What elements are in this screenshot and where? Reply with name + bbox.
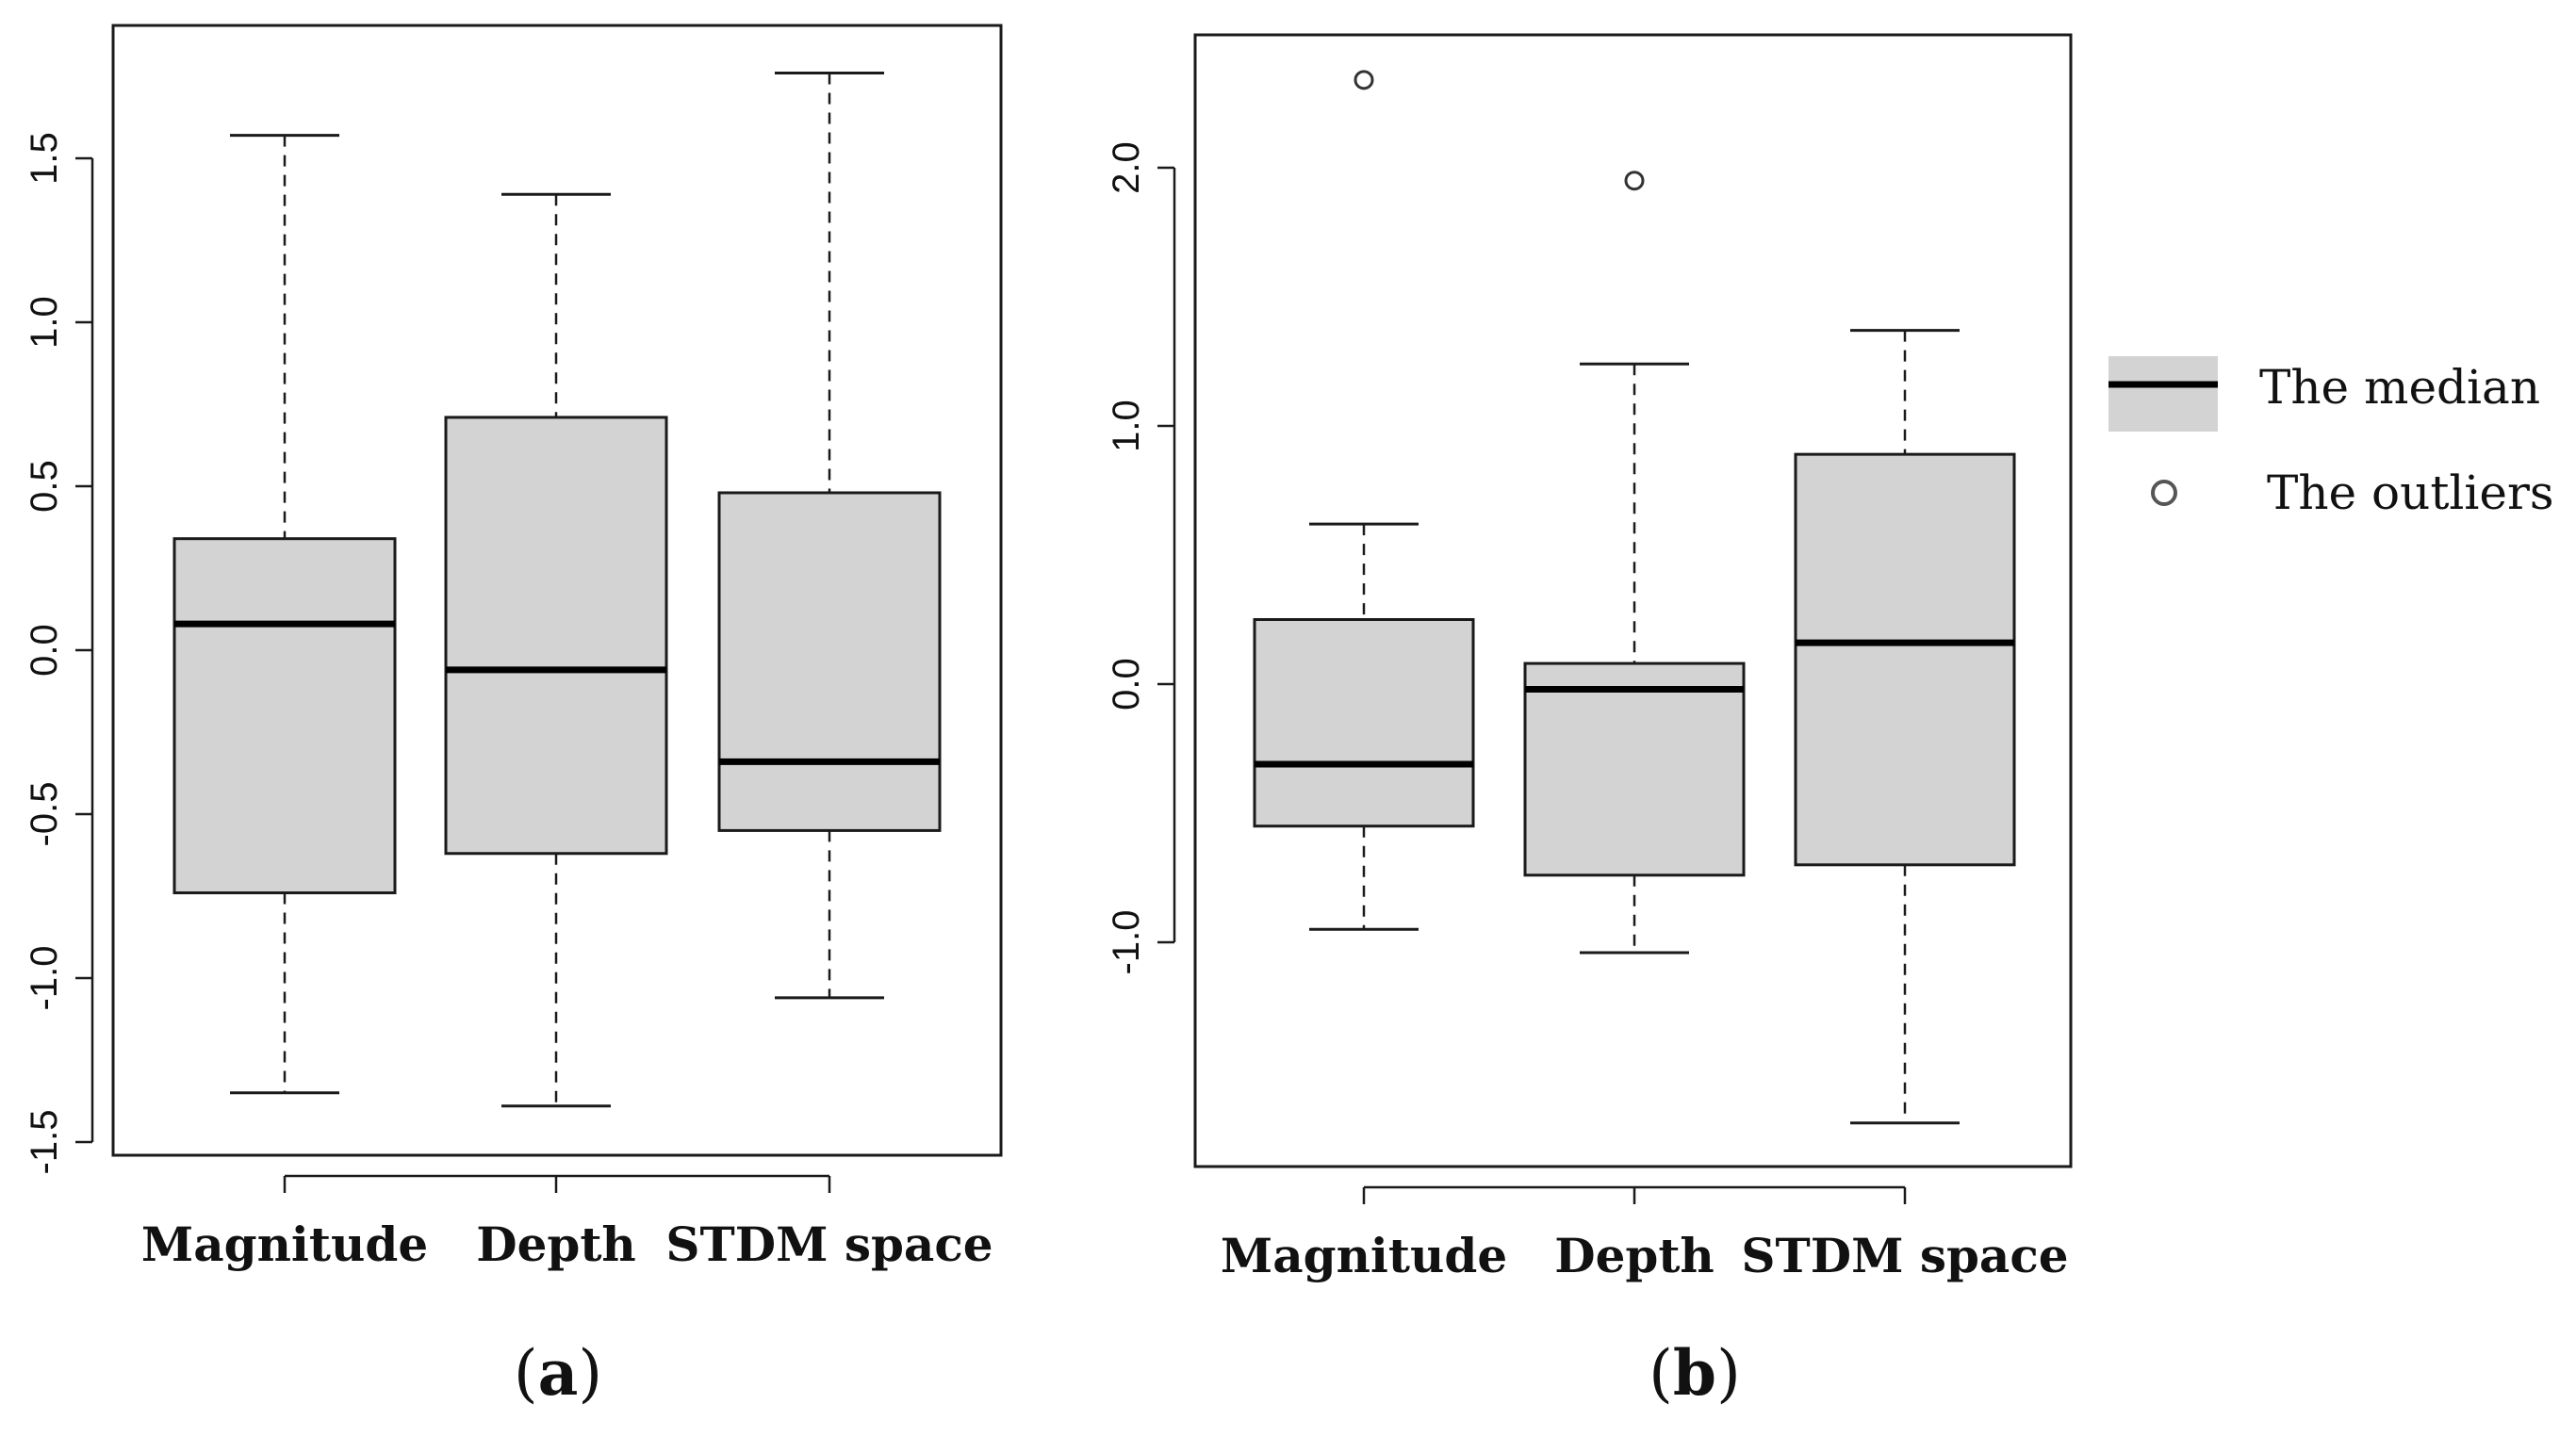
legend: The median The outliers [2108, 356, 2554, 520]
panel-b-y-tick-label: -1.0 [1106, 910, 1147, 975]
panel-a-y-tick-label: -1.5 [24, 1110, 65, 1175]
panel-a-y-tick-label: 0.5 [24, 460, 65, 513]
panel-b-caption: (b) [1649, 1336, 1741, 1410]
panel-a-box [717, 491, 942, 832]
panel-b-caption-letter: b [1673, 1336, 1716, 1410]
panel-a-caption-close: ) [578, 1337, 602, 1410]
panel-b-box [1794, 452, 2016, 867]
panel-a-plot-frame [111, 24, 1003, 1157]
panel-a-caption-letter: a [538, 1336, 579, 1410]
legend-median-swatch [2108, 356, 2218, 432]
panel-a-y-tick-label: -0.5 [24, 782, 65, 847]
panel-b-box [1523, 661, 1746, 877]
panel-a-box [172, 537, 397, 895]
panel-a-x-category-label: Depth [476, 1216, 636, 1272]
panel-a-x-category-label: STDM space [665, 1216, 993, 1272]
panel-a-caption: (a) [514, 1336, 602, 1410]
legend-median-label: The median [2259, 360, 2540, 415]
panel-a-x-category-label: Magnitude [141, 1216, 428, 1272]
panel-a-y-tick-label: 1.0 [24, 296, 65, 349]
panel-a-y-tick-label: -1.0 [24, 946, 65, 1011]
panel-b-outlier-point [1624, 171, 1645, 191]
panel-a-boxplot: -1.5 -1.0 -0.5 0.0 0.5 1.0 1.5 Magnitude Depth ST… [24, 24, 1003, 1272]
panel-b-caption-open: ( [1649, 1337, 1673, 1410]
panel-b-y-tick-label: 2.0 [1106, 141, 1147, 194]
panel-a-y-tick-label: 0.0 [24, 624, 65, 677]
legend-outlier-label: The outliers [2267, 465, 2554, 520]
panel-a-box [444, 416, 668, 856]
panel-b-box [1253, 618, 1475, 828]
panel-b-caption-close: ) [1716, 1337, 1741, 1410]
panel-b-outlier-point [1354, 70, 1374, 90]
panel-b-x-category-label: Depth [1554, 1228, 1715, 1283]
panel-a-y-tick-label: 1.5 [24, 132, 65, 185]
panel-b-y-tick-label: 0.0 [1106, 658, 1147, 710]
panel-b-boxplot: -1.0 0.0 1.0 2.0 Magnitude Depth STDM space [1106, 33, 2073, 1283]
panel-b-plot-frame [1193, 33, 2073, 1168]
panel-a-caption-open: ( [514, 1337, 538, 1410]
panel-b-y-tick-label: 1.0 [1106, 400, 1147, 452]
legend-outlier-marker [2151, 480, 2177, 506]
panel-b-x-category-label: Magnitude [1221, 1228, 1507, 1283]
panel-b-x-category-label: STDM space [1741, 1228, 2068, 1283]
